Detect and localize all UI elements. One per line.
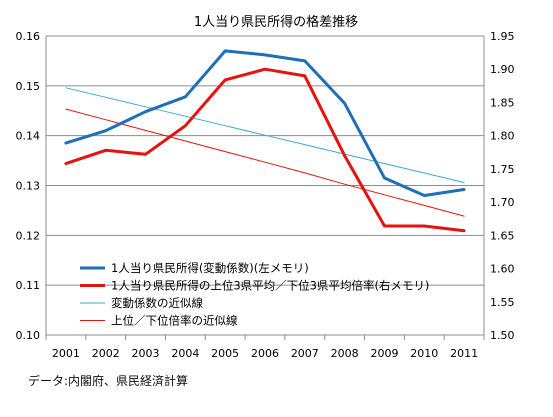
legend-label: 上位／下位倍率の近似線 [111,314,238,328]
x-tick-label: 2010 [410,347,438,360]
legend: 1人当り県民所得(変動係数)(左メモリ) 1人当り県民所得の上位3県平均／下位3県… [80,261,429,328]
x-tick-label: 2004 [171,347,199,360]
x-tick-label: 2009 [370,347,398,360]
left-tick-label: 0.12 [16,229,41,242]
right-tick-label: 1.75 [490,163,515,176]
right-tick-label: 1.85 [490,96,515,109]
left-tick-label: 0.14 [16,130,41,143]
source-note: データ:内閣府、県民経済計算 [28,374,189,388]
right-tick-label: 1.70 [490,196,515,209]
left-tick-label: 0.15 [16,80,41,93]
right-tick-label: 1.50 [490,329,515,342]
legend-label: 変動係数の近似線 [111,296,203,310]
x-tick-label: 2002 [92,347,120,360]
right-tick-label: 1.55 [490,296,515,309]
left-tick-label: 0.13 [16,180,41,193]
right-tick-label: 1.90 [490,63,515,76]
x-tick-label: 2006 [251,347,279,360]
left-tick-label: 0.10 [16,329,41,342]
series-layer [64,49,466,233]
series-line-2 [65,87,465,183]
left-tick-label: 0.11 [16,279,41,292]
legend-label: 1人当り県民所得(変動係数)(左メモリ) [111,261,309,275]
legend-label: 1人当り県民所得の上位3県平均／下位3県平均倍率(右メモリ) [111,279,429,293]
series-line-0 [64,49,466,197]
x-tick-label: 2011 [450,347,478,360]
axis-layer: 0.10 0.11 0.12 0.13 0.14 0.15 0.16 1.50 1.55 1.60… [16,30,515,360]
x-tick-label: 2008 [331,347,359,360]
left-tick-label: 0.16 [16,30,41,43]
x-tick-label: 2005 [211,347,239,360]
series-line-3 [65,108,465,217]
x-tick-label: 2003 [132,347,160,360]
right-tick-label: 1.65 [490,229,515,242]
chart-title: 1人当り県民所得の格差推移 [194,14,358,30]
right-tick-label: 1.80 [490,130,515,143]
right-tick-label: 1.60 [490,263,515,276]
grid-layer [46,35,484,286]
x-tick-label: 2001 [52,347,80,360]
right-tick-label: 1.95 [490,30,515,43]
series-line-1 [64,67,466,233]
x-tick-label: 2007 [291,347,319,360]
